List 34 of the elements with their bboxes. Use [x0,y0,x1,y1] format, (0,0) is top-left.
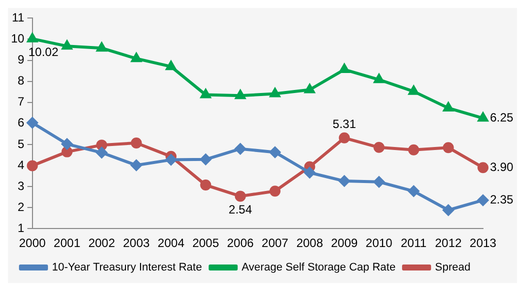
y-tick-label: 2 [18,200,25,214]
x-tick-label: 2007 [262,236,289,250]
x-tick-label: 2001 [54,236,81,250]
x-tick-label: 2009 [330,236,358,250]
x-tick-label: 2006 [226,236,254,250]
x-tick-label: 2000 [18,236,46,250]
data-label: 2.35 [490,192,514,207]
y-tick-label: 10 [10,32,25,46]
y-tick-label: 3 [18,178,25,193]
y-tick-label: 11 [12,10,25,25]
legend-label: 10-Year Treasury Interest Rate [52,262,202,274]
x-tick-label: 2013 [470,236,497,250]
data-label: 3.90 [490,160,514,174]
legend-label: Spread [435,262,471,274]
y-tick-label: 5 [18,136,25,151]
y-tick-label: 1 [18,220,25,235]
y-tick-label: 9 [18,52,25,67]
x-tick-label: 2002 [88,236,116,250]
y-tick-label: 8 [18,74,25,88]
y-tick-label: 7 [18,94,25,109]
data-label: 6.25 [490,110,514,124]
data-label: 2.54 [228,202,252,217]
data-label: 10.02 [28,45,59,60]
y-tick-label: 4 [18,158,25,172]
x-tick-label: 2011 [400,236,427,250]
x-tick-label: 2010 [366,236,393,250]
x-tick-label: 2004 [158,236,185,250]
x-tick-label: 2005 [192,236,220,250]
x-tick-label: 2012 [434,236,462,250]
y-tick-label: 6 [18,116,25,130]
x-tick-label: 2008 [296,236,324,250]
legend-label: Average Self Storage Cap Rate [242,262,396,274]
data-label: 5.31 [332,117,356,132]
x-tick-label: 2003 [122,236,150,250]
